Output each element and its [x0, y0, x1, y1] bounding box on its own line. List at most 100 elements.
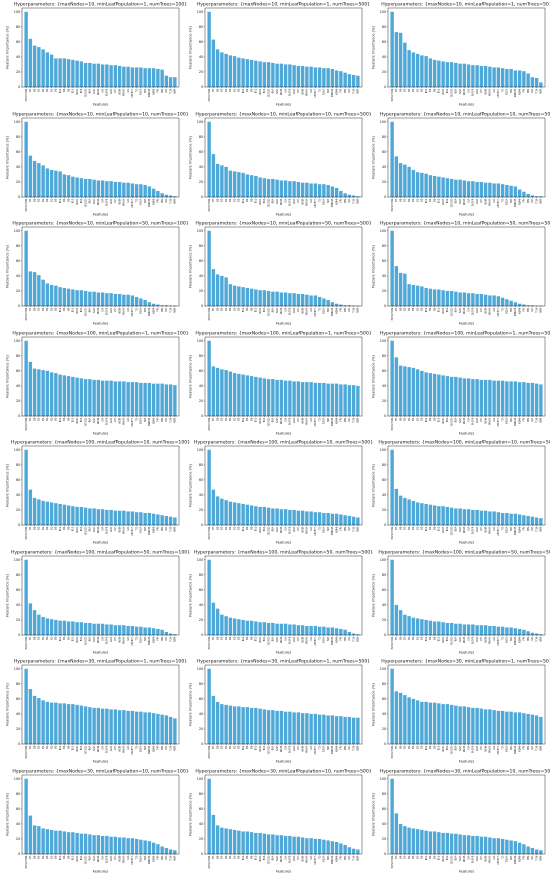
chart-title: Hyperparameters: {maxNodes=30, minLeafPo… [380, 768, 550, 774]
x-tick-label: B7 [395, 855, 398, 859]
bar [28, 689, 33, 744]
bar [347, 384, 352, 416]
x-tick-label: B4 [46, 745, 49, 749]
x-tick-label: SIPI [144, 198, 147, 203]
x-tick-label: NDMI [152, 526, 155, 532]
bar [139, 183, 143, 197]
x-tick-label: NDBI [301, 307, 304, 313]
y-tick-label: 40 [382, 165, 386, 169]
x-tick-label: B5 [55, 636, 58, 640]
bar [258, 621, 262, 635]
x-tick-label: B8A [89, 636, 92, 641]
x-tick-label: GEOCD [84, 746, 87, 755]
y-tick-label: 60 [382, 259, 386, 263]
bar [220, 52, 224, 87]
y-axis-label: Feature Importance (%) [6, 573, 10, 616]
bar [24, 668, 28, 744]
x-tick-label: B8 [399, 307, 402, 311]
x-tick-label: B8 [33, 307, 36, 311]
x-tick-label: TCW [352, 417, 355, 423]
bar [394, 155, 399, 197]
y-axis-label: Feature Importance (%) [372, 683, 376, 726]
bar [407, 499, 411, 525]
x-tick-label: NDBI [301, 745, 304, 751]
bar [258, 832, 262, 854]
bar [83, 62, 88, 87]
x-tick-label: SLOPE [106, 307, 109, 315]
y-tick-label: 20 [16, 180, 20, 184]
y-axis-label: Feature Importance (%) [189, 792, 193, 835]
x-tick-label: EVI [467, 526, 470, 530]
x-tick-label: B7 [395, 307, 398, 311]
bar [41, 164, 45, 197]
x-tick-label: ARVI [293, 636, 296, 642]
x-tick-label: MSAVI [489, 636, 492, 643]
y-tick-label: 100 [380, 557, 386, 561]
x-tick-label: B5 [55, 745, 58, 749]
bar [420, 701, 424, 744]
x-tick-label: NDVI [76, 526, 79, 532]
bar [237, 618, 241, 635]
chart-title: Hyperparameters: {maxNodes=100, minLeafP… [194, 549, 373, 555]
x-tick-label: MSI [344, 636, 347, 640]
y-tick-label: 0 [384, 852, 386, 856]
bar [390, 340, 394, 416]
bar [258, 708, 262, 744]
x-tick-label: GEOCD [267, 198, 270, 207]
bar [539, 195, 543, 197]
chart-title: Hyperparameters: {maxNodes=100, minLeafP… [12, 330, 188, 336]
bar [122, 380, 126, 416]
bar [526, 193, 530, 197]
bar [266, 622, 271, 635]
x-tick-label: B8 [399, 417, 402, 421]
x-tick-label: NBR [540, 307, 543, 312]
x-tick-label: B11 [72, 636, 75, 641]
bar [96, 623, 101, 635]
bar [445, 375, 450, 416]
x-tick-label: ARVI [476, 745, 479, 751]
y-tick-label: 80 [199, 354, 203, 358]
x-tick-label: B6 [429, 855, 432, 859]
x-tick-label: SLOPE [289, 417, 292, 425]
bar [437, 374, 441, 416]
x-tick-label: B2 [225, 88, 228, 92]
bar [126, 381, 130, 416]
bar [232, 170, 237, 197]
bar [66, 505, 71, 525]
x-tick-label: MSI [344, 745, 347, 749]
bar [96, 509, 101, 525]
bar [279, 509, 284, 525]
x-tick-label: B9 [433, 88, 436, 92]
x-tick-label: B10 [263, 417, 266, 422]
y-tick-label: 80 [199, 463, 203, 467]
x-tick-label: GEOCD [267, 636, 270, 645]
bar [41, 49, 45, 87]
bar [117, 710, 122, 744]
x-tick-label: NDWI [280, 198, 283, 205]
bar [168, 195, 173, 197]
bar [241, 503, 245, 525]
x-tick-label: B6 [63, 855, 66, 859]
x-tick-label: SIPI [510, 855, 513, 860]
y-tick-label: 20 [382, 618, 386, 622]
x-tick-label: B12 [59, 526, 62, 531]
x-tick-label: B6 [429, 307, 432, 311]
bar [173, 517, 177, 525]
bar [428, 620, 433, 635]
bar [117, 624, 122, 635]
x-tick-label: SAVI [276, 636, 279, 641]
bar [211, 39, 216, 87]
x-tick-label: GEOCD [84, 308, 87, 317]
bar [326, 383, 330, 416]
y-tick-label: 100 [14, 448, 20, 452]
x-tick-label: B5 [421, 745, 424, 749]
x-tick-label: B5 [421, 526, 424, 530]
bar [492, 295, 496, 306]
x-tick-label: GEOCD [450, 308, 453, 317]
x-tick-label: TCW [352, 855, 355, 861]
bar [241, 58, 245, 87]
bar [420, 370, 424, 416]
axes-frame [387, 774, 546, 854]
x-tick-label: B3 [38, 88, 41, 92]
